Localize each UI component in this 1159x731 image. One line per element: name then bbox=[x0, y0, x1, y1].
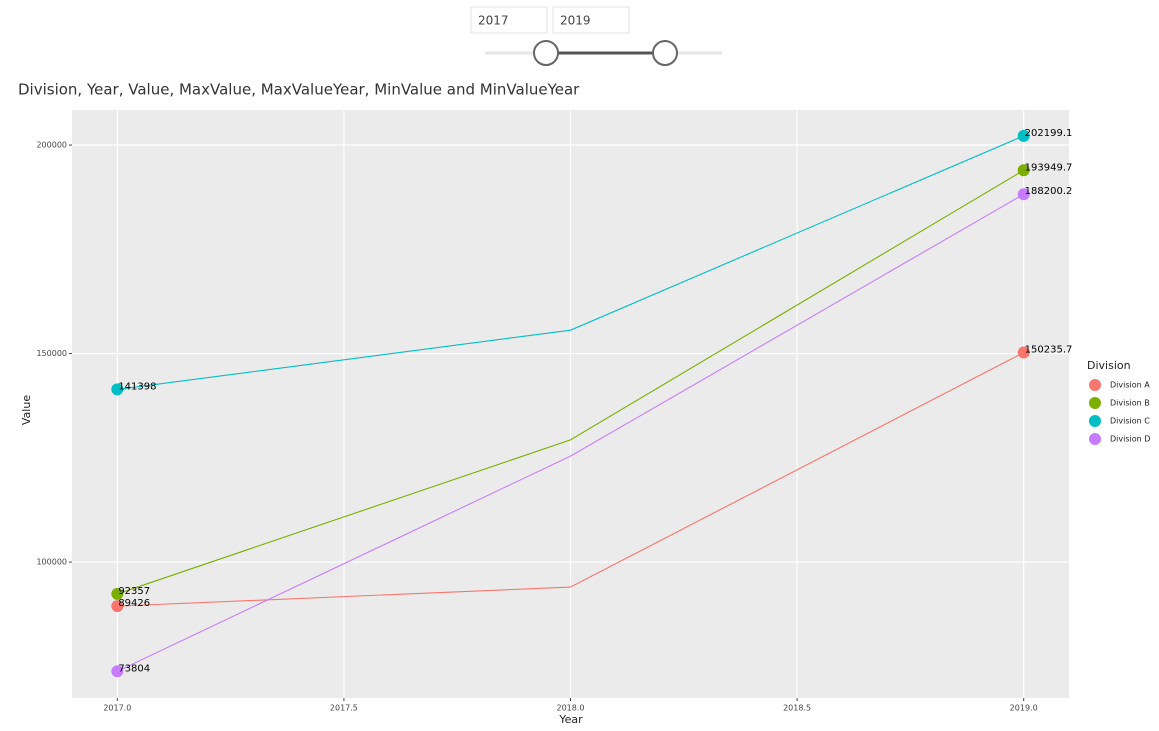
legend-key bbox=[1089, 433, 1101, 445]
data-label: 141398 bbox=[118, 381, 156, 392]
series-line bbox=[117, 135, 1024, 390]
legend-key bbox=[1089, 415, 1101, 427]
x-tick-label: 2017.0 bbox=[103, 704, 131, 713]
data-point bbox=[111, 587, 124, 600]
data-point bbox=[1017, 164, 1030, 177]
data-point bbox=[111, 665, 124, 678]
data-point bbox=[1017, 346, 1030, 359]
to-value: 2019 bbox=[560, 14, 591, 28]
data-point bbox=[1017, 188, 1030, 201]
y-tick-label: 200000 bbox=[36, 141, 67, 150]
data-label: 188200.2 bbox=[1025, 186, 1073, 197]
data-label: 150235.7 bbox=[1025, 345, 1073, 356]
legend-label: Division C bbox=[1110, 417, 1150, 426]
x-tick-label: 2018.5 bbox=[783, 704, 811, 713]
y-tick-label: 150000 bbox=[36, 349, 67, 358]
data-label: 193949.7 bbox=[1025, 162, 1073, 173]
data-label: 73804 bbox=[118, 663, 150, 674]
year-slicer[interactable]: 2017 2019 bbox=[470, 6, 722, 66]
x-tick-label: 2019.0 bbox=[1010, 704, 1038, 713]
data-label: 92357 bbox=[118, 586, 150, 597]
y-axis-label: Value bbox=[20, 395, 33, 425]
series-line bbox=[117, 193, 1024, 672]
data-point bbox=[111, 383, 124, 396]
data-point bbox=[1017, 129, 1030, 142]
legend-title: Division bbox=[1087, 359, 1131, 372]
series-line bbox=[117, 169, 1024, 595]
x-tick-label: 2017.5 bbox=[330, 704, 358, 713]
legend-key bbox=[1089, 379, 1101, 391]
y-tick-label: 100000 bbox=[36, 558, 67, 567]
slider-handle-from[interactable] bbox=[533, 40, 559, 66]
from-value: 2017 bbox=[478, 14, 509, 28]
slider-handle-to[interactable] bbox=[652, 40, 678, 66]
legend-label: Division B bbox=[1110, 399, 1150, 408]
legend-label: Division A bbox=[1110, 381, 1150, 390]
x-axis-label: Year bbox=[558, 713, 583, 726]
legend-key bbox=[1089, 397, 1101, 409]
legend-label: Division D bbox=[1110, 435, 1150, 444]
data-point bbox=[111, 600, 124, 613]
chart-title: Division, Year, Value, MaxValue, MaxValu… bbox=[18, 81, 580, 99]
from-input[interactable] bbox=[470, 6, 548, 34]
x-tick-label: 2018.0 bbox=[557, 704, 585, 713]
data-label: 202199.1 bbox=[1025, 128, 1073, 139]
data-label: 89426 bbox=[118, 598, 150, 609]
to-input[interactable] bbox=[552, 6, 630, 34]
